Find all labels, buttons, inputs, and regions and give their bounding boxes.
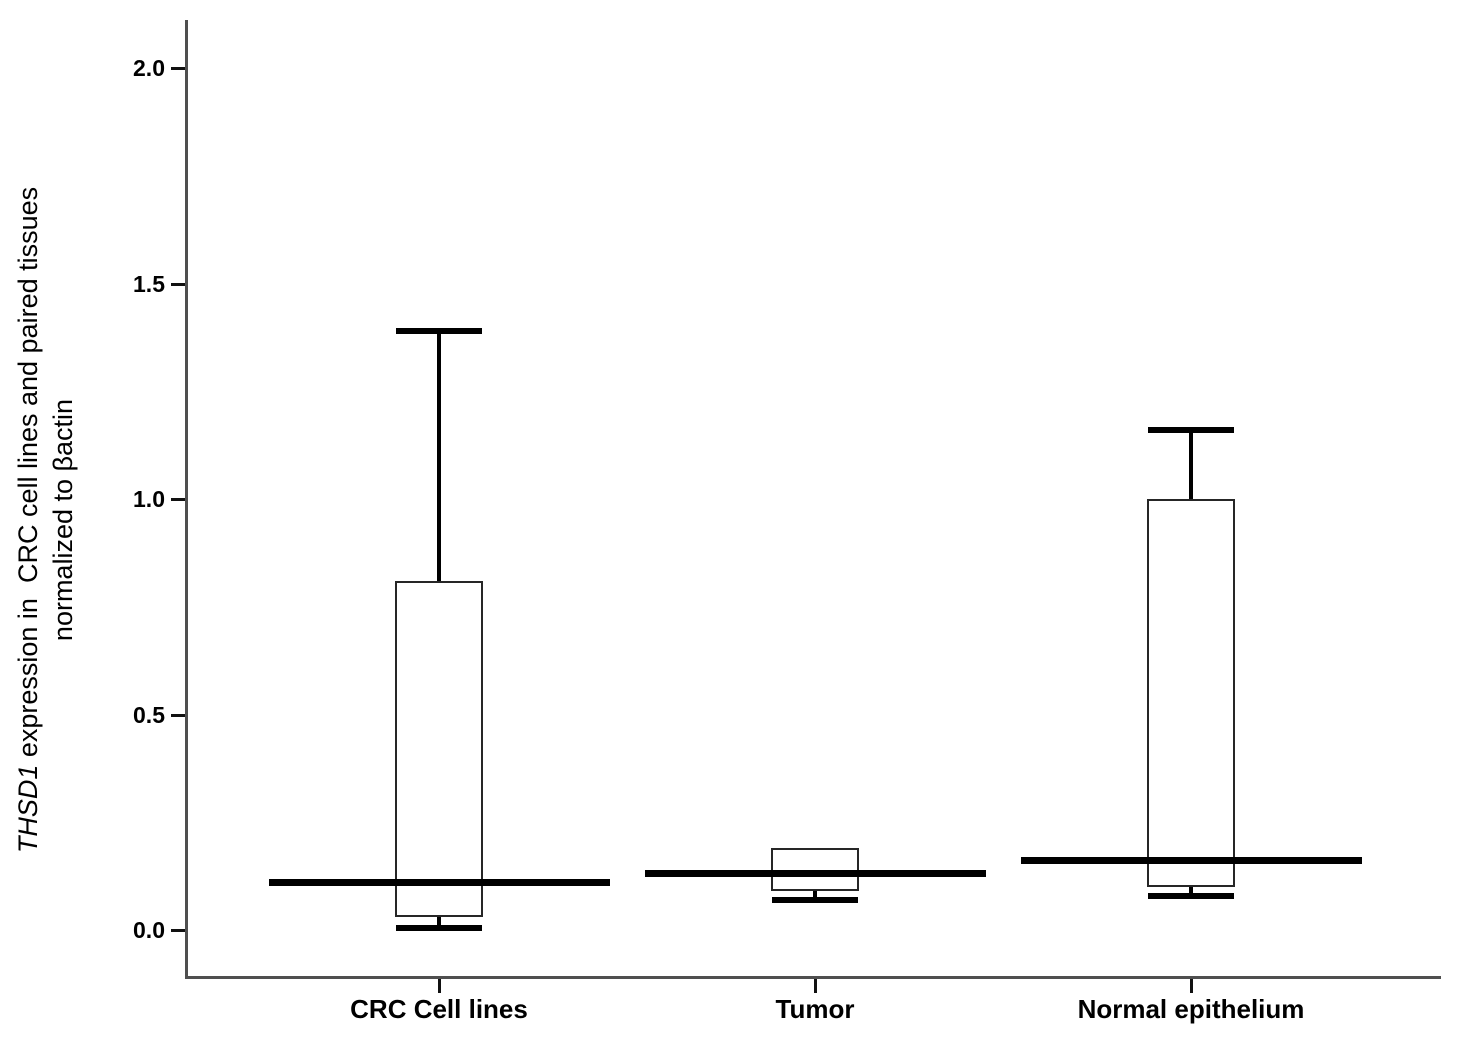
x-axis-line	[185, 976, 1441, 979]
x-tick-mark	[814, 979, 817, 993]
lower-whisker-cap	[1148, 892, 1234, 899]
median-line	[269, 878, 610, 886]
y-tick-mark	[171, 282, 185, 286]
y-tick-mark	[171, 929, 185, 932]
x-tick-mark	[438, 979, 441, 993]
y-tick-label: 1.5	[133, 270, 165, 297]
y-tick-label: 2.0	[133, 55, 165, 81]
box-iqr	[771, 848, 859, 892]
x-category-label: Tumor	[775, 994, 855, 1024]
y-tick-mark	[171, 713, 185, 717]
lower-whisker-stem	[813, 891, 817, 900]
upper-whisker-cap	[396, 327, 482, 334]
lower-whisker-cap	[396, 924, 482, 931]
x-category-label: Normal epithelium	[1077, 994, 1305, 1024]
lower-whisker-stem	[437, 917, 441, 928]
box-iqr	[395, 580, 483, 918]
y-axis-line	[185, 20, 188, 979]
upper-whisker-stem	[1189, 430, 1193, 499]
y-tick-label: 0.0	[133, 917, 165, 943]
y-tick-label: 0.5	[133, 701, 165, 728]
y-tick-mark	[171, 67, 185, 70]
x-tick-mark	[1190, 979, 1193, 993]
x-category-label: CRC Cell lines	[350, 994, 528, 1024]
y-tick-label: 1.0	[133, 486, 165, 512]
upper-whisker-cap	[1148, 427, 1234, 434]
median-line	[645, 869, 986, 877]
lower-whisker-cap	[772, 896, 858, 903]
lower-whisker-stem	[1189, 886, 1193, 896]
upper-whisker-stem	[437, 330, 441, 581]
box-iqr	[1147, 499, 1235, 887]
median-line	[1021, 857, 1362, 865]
y-tick-mark	[171, 498, 185, 501]
